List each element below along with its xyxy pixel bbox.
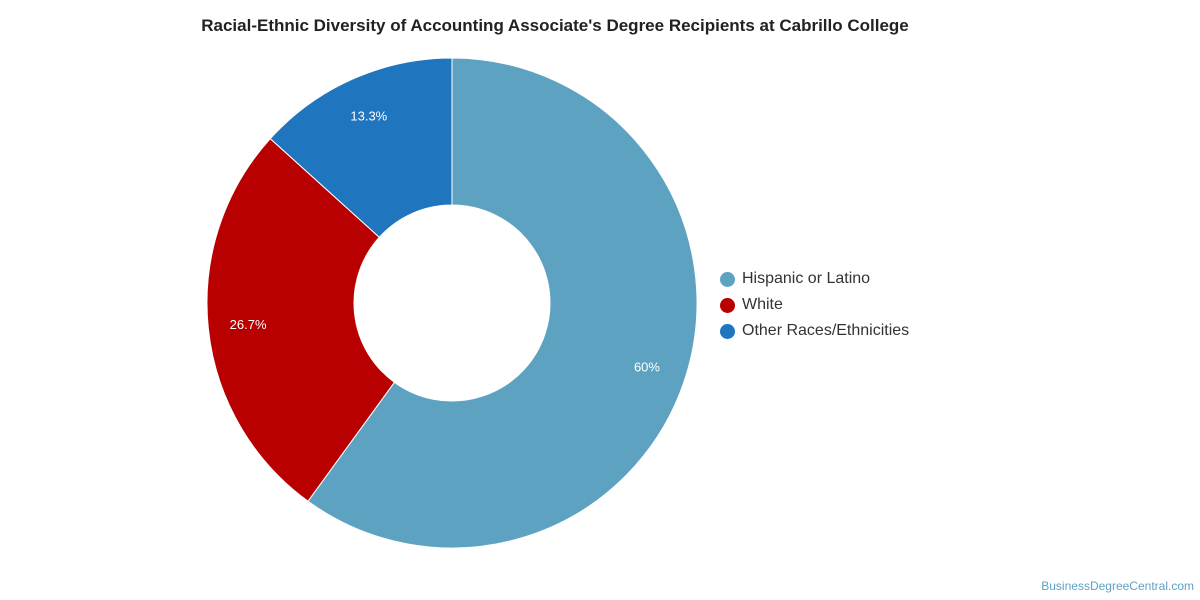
legend-swatch-icon (720, 323, 735, 339)
legend-swatch-icon (720, 297, 735, 313)
legend-label: Hispanic or Latino (742, 270, 871, 287)
legend: Hispanic or Latino White Other Races/Ethni… (720, 266, 909, 344)
legend-label: White (742, 296, 783, 313)
legend-item[interactable]: Other Races/Ethnicities (720, 318, 909, 344)
slice-label: 60% (634, 359, 660, 374)
slice-label: 13.3% (350, 109, 387, 124)
chart-title: Racial-Ethnic Diversity of Accounting As… (201, 16, 909, 35)
legend-item[interactable]: Hispanic or Latino (720, 266, 909, 292)
legend-label: Other Races/Ethnicities (742, 322, 910, 339)
slice-other-races-ethnicities[interactable] (269, 57, 453, 238)
slice-labels-group: 60% 26.7% 13.3% (230, 109, 661, 375)
legend-swatch-icon (720, 271, 735, 287)
watermark-link[interactable]: BusinessDegreeCentral.com (1041, 579, 1194, 593)
slice-white[interactable] (206, 137, 396, 502)
slice-hispanic-or-latino[interactable] (307, 57, 698, 549)
slice-label: 26.7% (230, 317, 267, 332)
slices-group (206, 57, 698, 549)
legend-item[interactable]: White (720, 292, 909, 318)
